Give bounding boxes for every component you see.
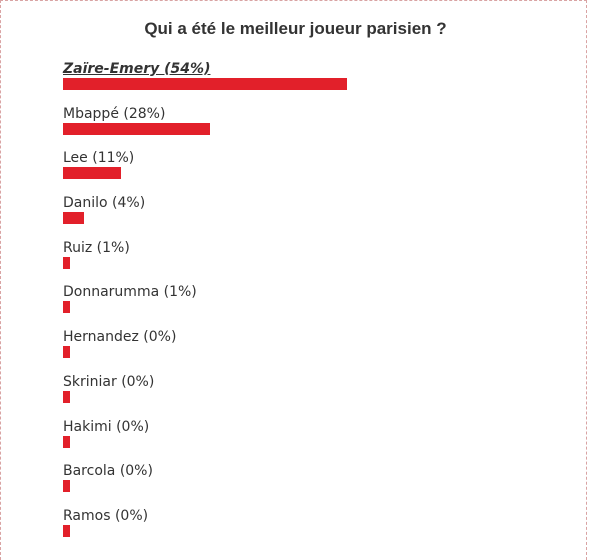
poll-option[interactable]: Barcola (0%)	[63, 461, 563, 506]
poll-option-label: Barcola (0%)	[63, 463, 153, 480]
poll-option-label: Mbappé (28%)	[63, 105, 166, 122]
poll-option-bar	[63, 346, 70, 359]
poll-option-bar	[63, 480, 70, 493]
poll-option-bar	[63, 301, 70, 314]
poll-option[interactable]: Hernandez (0%)	[63, 327, 563, 372]
poll-option[interactable]: Skriniar (0%)	[63, 372, 563, 417]
poll-question: Qui a été le meilleur joueur parisien ?	[144, 19, 447, 38]
poll-option-bar	[63, 435, 70, 448]
poll-option[interactable]: Ruiz (1%)	[63, 238, 563, 283]
poll-option[interactable]: Mbappé (28%)	[63, 104, 563, 149]
poll-option-bar	[63, 167, 121, 180]
poll-options-list: Zaïre-Emery (54%) Mbappé (28%) Lee (11%)…	[63, 59, 563, 551]
poll-option[interactable]: Zaïre-Emery (54%)	[63, 59, 563, 104]
poll-option-label: Hernandez (0%)	[63, 329, 177, 346]
poll-option-bar	[63, 78, 347, 90]
poll-option[interactable]: Ramos (0%)	[63, 506, 563, 551]
poll-option-label: Ramos (0%)	[63, 507, 149, 524]
poll-option[interactable]: Hakimi (0%)	[63, 417, 563, 462]
poll-option[interactable]: Donnarumma (1%)	[63, 282, 563, 327]
poll-option-bar	[63, 122, 210, 135]
poll-option-label: Danilo (4%)	[63, 195, 146, 212]
poll-option-label: Zaïre-Emery (54%)	[63, 61, 211, 77]
poll-option-label: Hakimi (0%)	[63, 418, 150, 435]
poll-option-label: Donnarumma (1%)	[63, 284, 197, 301]
poll-option-bar	[63, 524, 70, 537]
poll-option-label: Skriniar (0%)	[63, 373, 155, 390]
poll-option-bar	[63, 390, 70, 403]
poll-option-label: Lee (11%)	[63, 150, 135, 167]
poll-option[interactable]: Lee (11%)	[63, 148, 563, 193]
poll-option-bar	[63, 212, 84, 225]
poll-option-label: Ruiz (1%)	[63, 239, 130, 256]
poll-option-bar	[63, 256, 70, 269]
poll-option[interactable]: Danilo (4%)	[63, 193, 563, 238]
